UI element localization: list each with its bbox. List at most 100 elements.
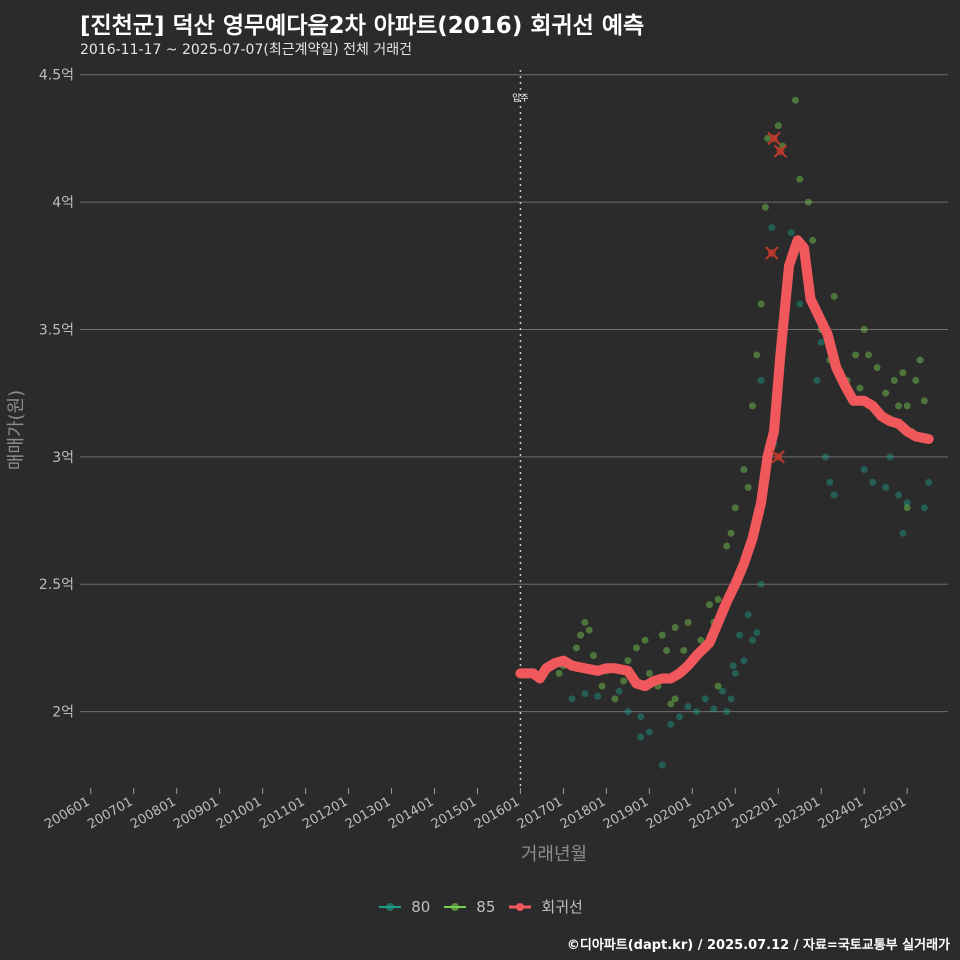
point-80 [637,733,645,741]
point-80 [817,338,825,346]
point-85 [830,292,838,300]
point-85 [620,677,628,685]
point-80 [895,491,903,499]
y-tick-label: 3억 [52,450,74,466]
point-85 [804,198,812,206]
x-tick-label: 202401 [816,794,866,832]
point-85 [882,389,890,397]
point-80 [860,466,868,474]
chart-title: [진천군] 덕산 영무예다음2차 아파트(2016) 회귀선 예측 [80,13,645,39]
point-80 [723,708,731,716]
x-tick-label: 201801 [558,794,608,832]
x-tick-label: 201501 [429,794,479,832]
point-85 [895,402,903,410]
point-80 [667,720,675,728]
point-85 [865,351,873,359]
point-80 [727,695,735,703]
point-85 [856,384,864,392]
point-85 [916,356,924,364]
point-85 [641,636,649,644]
point-85 [744,483,752,491]
point-80 [718,687,726,695]
legend-key-85-icon [444,902,467,911]
point-80 [830,491,838,499]
point-80 [645,728,653,736]
legend-item-regression: 회귀선 [507,896,583,917]
y-axis-title: 매매가(원) [6,390,27,470]
x-tick-label: 202001 [644,794,694,832]
point-85 [598,682,606,690]
outlier-x-mark [767,131,781,146]
point-80 [822,453,830,461]
point-80 [710,705,718,713]
x-tick-label: 202501 [859,794,909,832]
point-85 [873,364,881,372]
point-85 [663,646,671,654]
point-80 [748,636,756,644]
source-caption: ©디아파트(dapt.kr) / 2025.07.12 / 자료=국토교통부 실… [566,938,950,953]
point-80 [813,376,821,384]
point-85 [740,466,748,474]
x-tick-label: 201301 [343,794,393,832]
point-85 [860,325,868,333]
point-80 [869,478,877,486]
point-85 [757,300,765,308]
y-tick-label: 2억 [52,705,74,721]
x-tick-label: 201601 [472,794,522,832]
point-80 [736,631,744,639]
point-85 [671,624,679,632]
point-85 [572,644,580,652]
point-80 [675,713,683,721]
point-85 [632,644,640,652]
point-85 [585,626,593,634]
point-85 [714,682,722,690]
point-85 [723,542,731,550]
x-tick-label: 202301 [773,794,823,832]
x-tick-label: 201201 [300,794,350,832]
point-85 [667,700,675,708]
point-80 [731,669,739,677]
point-85 [852,351,860,359]
y-tick-label: 2.5억 [39,577,74,593]
point-85 [774,122,782,130]
legend-item-80: 80 [377,897,430,917]
point-85 [890,376,898,384]
point-80 [925,478,933,486]
point-85 [706,601,714,609]
point-85 [577,631,585,639]
point-80 [658,761,666,769]
point-85 [753,351,761,359]
y-tick-label: 3.5억 [39,322,74,338]
point-80 [768,224,776,232]
outlier-x-mark [765,246,779,260]
point-85 [611,695,619,703]
legend-label-85: 85 [476,897,496,916]
point-85 [731,504,739,512]
x-tick-label: 201701 [515,794,565,832]
point-85 [791,96,799,104]
chart-subtitle: 2016-11-17 ~ 2025-07-07(최근계약일) 전체 거래건 [80,42,412,58]
legend-key-regression-icon [509,902,532,911]
point-80 [903,499,911,507]
point-80 [886,453,894,461]
point-85 [555,669,563,677]
move-in-label: 입주 [512,92,529,104]
point-85 [903,402,911,410]
x-axis-title: 거래년월 [521,844,587,865]
point-85 [809,236,817,244]
point-80 [637,713,645,721]
point-80 [581,690,589,698]
point-85 [680,646,688,654]
point-80 [882,483,890,491]
x-tick-label: 201901 [601,794,651,832]
point-85 [764,134,772,142]
x-tick-label: 201401 [386,794,436,832]
point-80 [594,692,602,700]
outlier-x-mark [771,450,785,464]
point-85 [912,376,920,384]
point-80 [796,300,804,308]
x-tick-label: 201001 [214,794,264,832]
point-85 [727,529,735,537]
point-80 [701,695,709,703]
